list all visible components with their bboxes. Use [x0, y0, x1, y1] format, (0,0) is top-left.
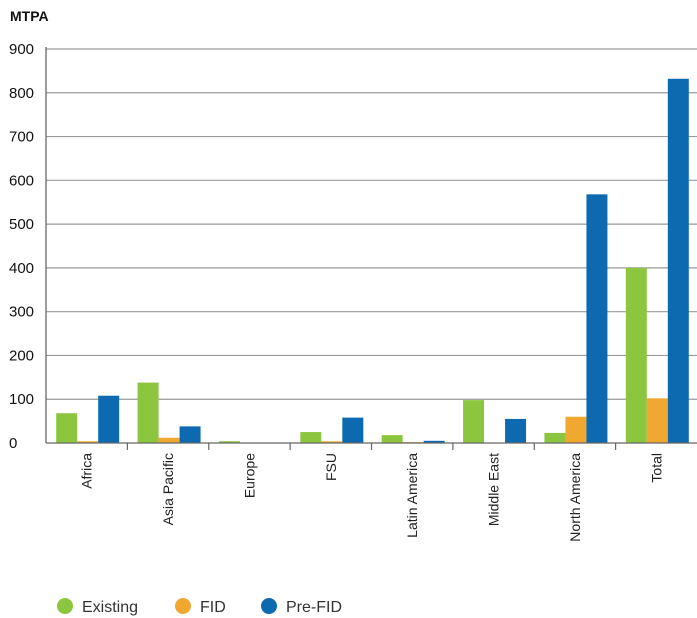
legend-label-fid: FID	[200, 599, 226, 616]
y-tick-label: 800	[9, 85, 34, 102]
legend-marker-fid	[175, 598, 191, 614]
bar-existing-north-america	[544, 432, 566, 443]
bar-pre-fid-latin-america	[423, 440, 445, 443]
bar-existing-asia-pacific	[137, 382, 159, 443]
y-tick-label: 0	[9, 435, 17, 452]
bar-existing-europe	[218, 441, 240, 443]
y-axis-unit-label: MTPA	[10, 8, 49, 24]
y-tick-label: 900	[9, 41, 34, 58]
bar-fid-africa	[77, 441, 99, 443]
x-tick-label: Asia Pacific	[160, 453, 176, 525]
axes: 0 100 200 300 400 500 600 700 800 900 Africa Asia P…	[9, 41, 697, 542]
y-tick-label: 100	[9, 391, 34, 408]
x-tick-label: Africa	[79, 453, 95, 489]
y-tick-label: 500	[9, 216, 34, 233]
legend-label-pre-fid: Pre-FID	[286, 599, 342, 616]
legend: Existing FID Pre-FID	[57, 598, 342, 616]
legend-marker-existing	[57, 598, 73, 614]
bar-pre-fid-total	[667, 78, 689, 443]
legend-marker-pre-fid	[261, 598, 277, 614]
bar-existing-total	[625, 267, 647, 443]
x-tick-label: Total	[648, 453, 664, 483]
bar-existing-africa	[56, 413, 78, 443]
x-tick-label: Middle East	[486, 453, 502, 526]
bar-pre-fid-africa	[98, 395, 120, 443]
bar-pre-fid-middle-east	[505, 418, 527, 443]
x-tick-label: Latin America	[404, 453, 420, 538]
bars	[56, 78, 689, 443]
y-tick-label: 700	[9, 129, 34, 146]
y-tick-label: 600	[9, 172, 34, 189]
x-tick-label: Europe	[241, 453, 257, 498]
y-tick-label: 300	[9, 304, 34, 321]
x-tick-label: FSU	[323, 453, 339, 481]
bar-pre-fid-north-america	[586, 194, 608, 443]
y-tick-label: 200	[9, 347, 34, 364]
bar-pre-fid-fsu	[342, 417, 364, 443]
bar-fid-north-america	[565, 416, 587, 443]
bar-fid-fsu	[321, 441, 343, 443]
bar-pre-fid-asia-pacific	[179, 426, 201, 443]
bar-existing-middle-east	[463, 400, 485, 443]
legend-label-existing: Existing	[82, 599, 138, 616]
bar-existing-latin-america	[381, 435, 403, 443]
bar-existing-fsu	[300, 432, 322, 443]
bar-fid-total	[646, 398, 668, 443]
x-tick-label: North America	[567, 453, 583, 542]
y-tick-label: 400	[9, 260, 34, 277]
bar-fid-asia-pacific	[158, 437, 180, 443]
gridlines	[46, 48, 697, 400]
